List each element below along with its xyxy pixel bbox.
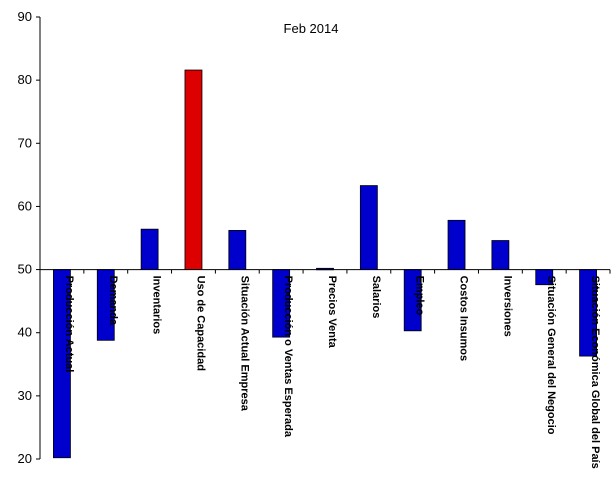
bar (359, 185, 378, 270)
y-tick-label: 70 (18, 135, 32, 150)
y-tick-label: 30 (18, 388, 32, 403)
category-label: Uso de Capacidad (194, 276, 206, 371)
category-labels: Producción Actual Demanda Inventarios Uso d… (63, 276, 601, 469)
bar (447, 219, 466, 270)
y-tick-label: 50 (18, 262, 32, 277)
category-label: Precios Venta (326, 276, 338, 349)
y-axis: 20 30 40 50 60 70 80 90 (18, 9, 611, 466)
category-label: Inventarios (151, 276, 163, 335)
bar (491, 240, 510, 270)
y-tick-label: 40 (18, 325, 32, 340)
y-tick-label: 60 (18, 198, 32, 213)
category-label: Inversiones (501, 276, 513, 337)
y-tick-label: 90 (18, 9, 32, 24)
category-label: Producción Actual (63, 276, 75, 373)
chart-title: Feb 2014 (284, 21, 339, 36)
category-label: Salarios (370, 276, 382, 319)
category-label: Empleo (414, 276, 426, 316)
bars (53, 69, 597, 459)
category-label: Situación Actual Empresa (238, 276, 250, 412)
y-tick-label: 20 (18, 451, 32, 466)
bar (184, 69, 203, 270)
category-label: Costos Insumos (458, 276, 470, 362)
category-label: Producción o Ventas Esperada (282, 276, 294, 438)
bar (228, 230, 247, 270)
y-tick-label: 80 (18, 72, 32, 87)
category-label: Demanda (107, 276, 119, 326)
category-label: Situación General del Negocio (545, 276, 557, 435)
category-label: Situación Económica Global del País (589, 276, 601, 469)
bar (140, 228, 159, 270)
